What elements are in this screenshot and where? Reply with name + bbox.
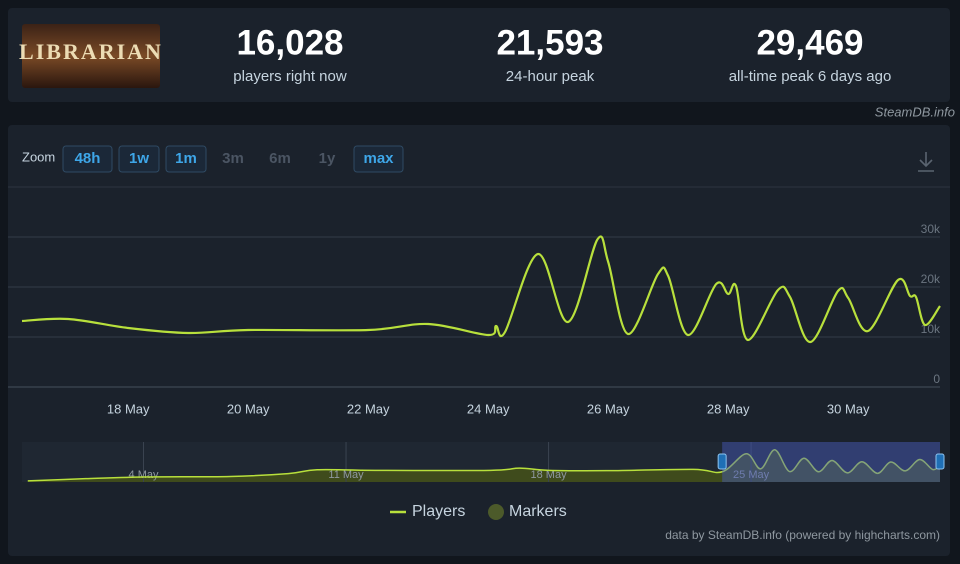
legend-label[interactable]: Players <box>412 503 465 520</box>
download-icon[interactable] <box>918 152 934 172</box>
zoom-button[interactable] <box>165 145 207 173</box>
zoom-button[interactable] <box>353 145 404 173</box>
navigator-tick-label: 4 May <box>129 469 159 481</box>
y-tick-label: 0 <box>933 372 940 386</box>
player-line <box>21 235 941 344</box>
navigator-line <box>27 449 941 482</box>
zoom-button[interactable] <box>118 145 160 173</box>
stat-label: players right now <box>233 68 347 85</box>
legend-swatch[interactable] <box>488 504 504 520</box>
x-tick-label: 24 May <box>467 401 510 416</box>
navigator-tick-label: 25 May <box>733 469 770 481</box>
legend-label[interactable]: Markers <box>509 503 567 520</box>
stat-label: 24-hour peak <box>506 68 595 85</box>
navigator-selection[interactable] <box>722 442 940 482</box>
zoom-button-label: 3m <box>222 150 244 167</box>
stat-value: 16,028 <box>236 23 343 62</box>
x-tick-label: 30 May <box>827 401 870 416</box>
x-tick-label: 26 May <box>587 401 630 416</box>
x-tick-label: 28 May <box>707 401 750 416</box>
zoom-button-label[interactable]: 48h <box>75 150 101 167</box>
navigator-area <box>27 449 941 482</box>
stat-label: all-time peak 6 days ago <box>729 68 892 85</box>
x-tick-label: 20 May <box>227 401 270 416</box>
logo-text: LIBRARIAN <box>19 39 163 64</box>
navigator-tick-label: 11 May <box>328 469 364 481</box>
x-tick-label: 22 May <box>347 401 390 416</box>
y-tick-label: 20k <box>921 272 941 286</box>
navigator-handle[interactable] <box>717 453 727 470</box>
zoom-button-label[interactable]: 1w <box>129 150 149 167</box>
stat-value: 21,593 <box>496 23 603 62</box>
zoom-button-label: 1y <box>319 150 336 167</box>
zoom-button-label: 6m <box>269 150 291 167</box>
credits[interactable]: data by SteamDB.info (powered by highcha… <box>665 528 940 542</box>
stats-panel <box>8 8 950 102</box>
zoom-button[interactable] <box>62 145 113 173</box>
y-tick-label: 30k <box>921 222 941 236</box>
navigator-tick-label: 18 May <box>531 469 568 481</box>
navigator-handle[interactable] <box>935 453 945 470</box>
zoom-button-label[interactable]: 1m <box>175 150 197 167</box>
zoom-button-label[interactable]: max <box>363 150 394 167</box>
stat-value: 29,469 <box>756 23 863 62</box>
source-link[interactable]: SteamDB.info <box>875 104 955 119</box>
game-logo <box>22 24 160 88</box>
x-tick-label: 18 May <box>107 401 150 416</box>
zoom-label: Zoom <box>22 149 55 164</box>
